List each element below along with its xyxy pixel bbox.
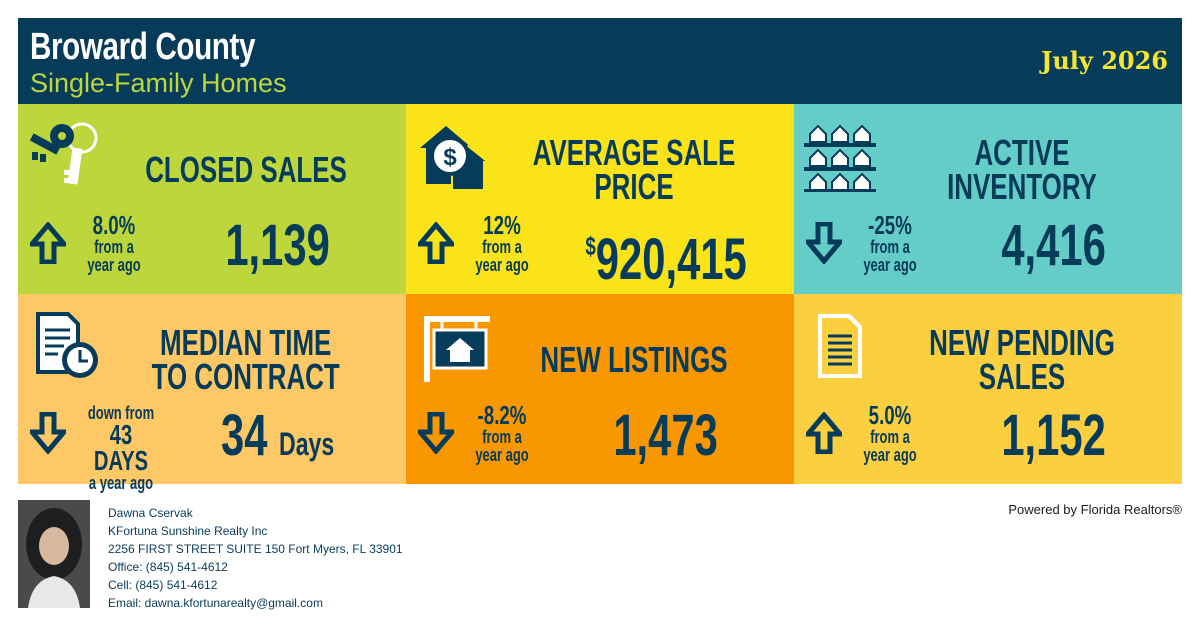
tile-label: NEW LISTINGS [540, 339, 728, 380]
change-text: 5.0% from a year ago [863, 400, 917, 465]
agent-contact: Dawna Cservak KFortuna Sunshine Realty I… [108, 504, 403, 612]
stat-value: 1,473 [613, 403, 719, 468]
agent-address: 2256 FIRST STREET SUITE 150 Fort Myers, … [108, 542, 403, 556]
change-text: down from 43 DAYS a year ago [87, 403, 155, 493]
report-date: July 2026 [1040, 46, 1168, 75]
agent-office-phone: Office: (845) 541-4612 [108, 560, 228, 574]
agent-name: Dawna Cservak [108, 506, 193, 520]
document-icon [818, 314, 862, 378]
tile-active-inventory: ACTIVE INVENTORY -25% from a year ago 4,… [794, 104, 1182, 294]
tile-label: MEDIAN TIME TO CONTRACT [151, 322, 341, 397]
arrow-up-icon [30, 222, 66, 264]
houses-grid-icon [804, 124, 876, 192]
change-text: -25% from a year ago [863, 210, 917, 275]
page-title: Broward County [30, 26, 256, 68]
agent-company: KFortuna Sunshine Realty Inc [108, 524, 268, 538]
arrow-up-icon [806, 412, 842, 454]
agent-cell-phone: Cell: (845) 541-4612 [108, 578, 218, 592]
agent-email[interactable]: Email: dawna.kfortunarealty@gmail.com [108, 596, 323, 610]
arrow-down-icon [30, 412, 66, 454]
stat-value: 34 Days [221, 403, 335, 468]
change-text: 8.0% from a year ago [87, 210, 141, 275]
arrow-down-icon [418, 412, 454, 454]
stats-grid: CLOSED SALES 8.0% from a year ago 1,139 … [18, 104, 1182, 492]
arrow-down-icon [806, 222, 842, 264]
footer: Dawna Cservak KFortuna Sunshine Realty I… [18, 500, 1182, 610]
powered-by: Powered by Florida Realtors® [1008, 502, 1182, 517]
stat-value: $920,415 [585, 227, 747, 292]
value-unit: Days [279, 426, 335, 462]
currency-symbol: $ [585, 231, 596, 261]
tile-label: ACTIVE INVENTORY [947, 132, 1097, 207]
house-dollar-icon: $ [420, 126, 491, 191]
page-subtitle: Single-Family Homes [30, 68, 287, 98]
tile-median-time-to-contract: MEDIAN TIME TO CONTRACT down from 43 DAY… [18, 294, 406, 492]
tile-closed-sales: CLOSED SALES 8.0% from a year ago 1,139 [18, 104, 406, 294]
header-banner: Broward County Single-Family Homes July … [18, 18, 1182, 104]
tile-new-listings: NEW LISTINGS -8.2% from a year ago 1,473 [406, 294, 794, 484]
change-text: -8.2% from a year ago [475, 400, 529, 465]
tile-new-pending-sales: NEW PENDING SALES 5.0% from a year ago 1… [794, 294, 1182, 484]
agent-portrait-icon [18, 500, 90, 608]
stat-value: 1,139 [225, 213, 331, 278]
stat-value: 4,416 [1001, 213, 1107, 278]
document-clock-icon [36, 312, 98, 378]
tile-label: NEW PENDING SALES [929, 322, 1115, 397]
arrow-up-icon [418, 222, 454, 264]
for-sale-sign-icon [424, 316, 490, 382]
change-text: 12% from a year ago [475, 210, 529, 275]
tile-label: CLOSED SALES [145, 149, 347, 190]
svg-text:$: $ [443, 144, 457, 171]
agent-photo [18, 500, 90, 608]
keys-icon [29, 122, 98, 185]
tile-label: AVERAGE SALE PRICE [532, 132, 736, 207]
tile-average-sale-price: $ AVERAGE SALE PRICE 12% from a year ago… [406, 104, 794, 294]
stat-value: 1,152 [1001, 403, 1107, 468]
